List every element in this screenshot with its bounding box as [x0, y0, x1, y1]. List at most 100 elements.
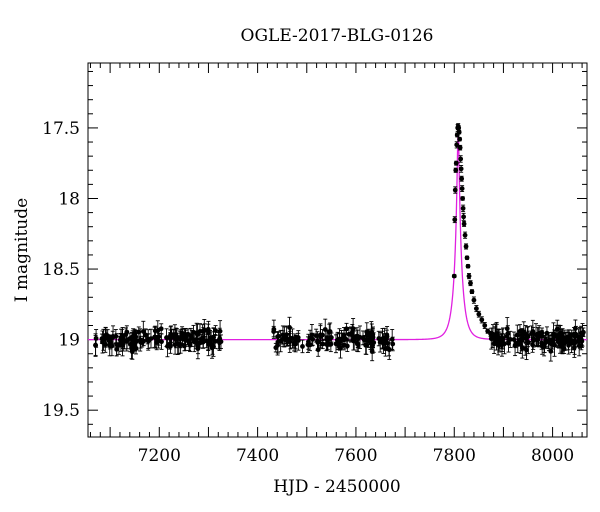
data-point	[530, 342, 535, 348]
data-point	[463, 244, 469, 249]
data-point	[318, 332, 323, 338]
data-point	[517, 338, 523, 343]
y-axis-label: I magnitude	[12, 198, 32, 302]
x-tick-label: 7400	[236, 446, 279, 466]
data-point	[93, 343, 99, 348]
data-point	[110, 334, 116, 339]
data-point	[539, 330, 545, 336]
data-point	[459, 176, 465, 182]
data-point	[349, 331, 354, 337]
data-point	[473, 306, 479, 311]
data-point	[186, 340, 192, 346]
data-point	[205, 339, 211, 345]
y-tick-label: 19.5	[42, 401, 80, 421]
data-point	[341, 333, 347, 339]
data-point	[315, 340, 321, 345]
data-point	[389, 337, 395, 342]
data-point	[363, 342, 369, 348]
data-point	[124, 339, 130, 344]
data-point	[460, 205, 466, 211]
data-point	[525, 339, 531, 345]
data-point	[193, 337, 199, 343]
data-point	[458, 166, 464, 172]
data-point	[138, 339, 143, 345]
data-point	[569, 332, 575, 338]
data-point	[452, 187, 458, 193]
data-point	[491, 341, 497, 347]
data-point	[131, 342, 137, 348]
data-point	[476, 311, 482, 317]
data-point	[310, 336, 316, 342]
data-point	[295, 335, 301, 340]
data-point	[572, 326, 578, 331]
data-point	[300, 343, 305, 349]
data-point	[337, 336, 342, 342]
data-point	[213, 328, 218, 334]
model-curve-group	[88, 127, 587, 341]
data-point	[456, 129, 462, 135]
data-point	[580, 329, 586, 335]
data-point	[271, 326, 277, 332]
data-point	[479, 317, 485, 323]
data-point	[539, 343, 545, 349]
data-point	[561, 346, 567, 352]
data-point	[93, 335, 99, 341]
data-point	[545, 338, 551, 344]
data-point	[482, 323, 488, 328]
data-point	[454, 142, 460, 148]
data-point	[152, 334, 157, 340]
data-point	[462, 232, 468, 238]
data-point	[179, 330, 185, 336]
data-point	[287, 336, 293, 342]
data-point	[185, 331, 191, 337]
data-point	[555, 338, 561, 344]
data-point	[457, 145, 463, 151]
data-point	[549, 337, 555, 343]
data-point	[461, 214, 467, 220]
data-point	[172, 342, 178, 348]
data-point	[322, 327, 328, 332]
data-point	[158, 326, 164, 332]
data-point	[351, 336, 357, 342]
data-point	[459, 186, 465, 192]
data-point	[212, 338, 218, 344]
data-point	[120, 341, 126, 347]
data-point	[578, 343, 584, 348]
data-point	[451, 273, 457, 279]
data-point	[577, 335, 583, 341]
y-tick-label: 18.5	[42, 260, 80, 280]
data-point	[457, 136, 463, 142]
data-point	[99, 336, 105, 342]
data-point	[554, 326, 560, 332]
data-point	[361, 337, 367, 343]
y-tick-label: 17.5	[42, 119, 80, 139]
data-point	[130, 337, 136, 342]
chart-title: OGLE-2017-BLG-0126	[241, 26, 434, 46]
data-point	[573, 331, 579, 337]
data-point	[548, 348, 554, 354]
data-point	[369, 349, 375, 354]
data-point	[156, 334, 162, 340]
data-point	[513, 340, 519, 346]
data-point	[522, 346, 528, 351]
data-point	[165, 343, 170, 349]
data-point	[376, 336, 382, 341]
data-point	[495, 339, 501, 345]
data-point	[499, 337, 505, 343]
data-point	[560, 335, 565, 341]
data-point	[466, 273, 472, 279]
data-point	[114, 342, 120, 348]
data-point	[452, 217, 458, 223]
data-point	[456, 125, 462, 131]
axis-ticks	[88, 63, 587, 437]
data-point	[453, 167, 459, 173]
data-point	[315, 347, 321, 353]
data-point	[464, 255, 470, 261]
data-point	[552, 342, 557, 348]
data-point	[143, 332, 149, 338]
data-point	[276, 333, 281, 339]
data-point	[453, 160, 459, 166]
data-point	[535, 334, 541, 340]
data-point	[514, 332, 520, 338]
model-curve	[88, 127, 587, 341]
